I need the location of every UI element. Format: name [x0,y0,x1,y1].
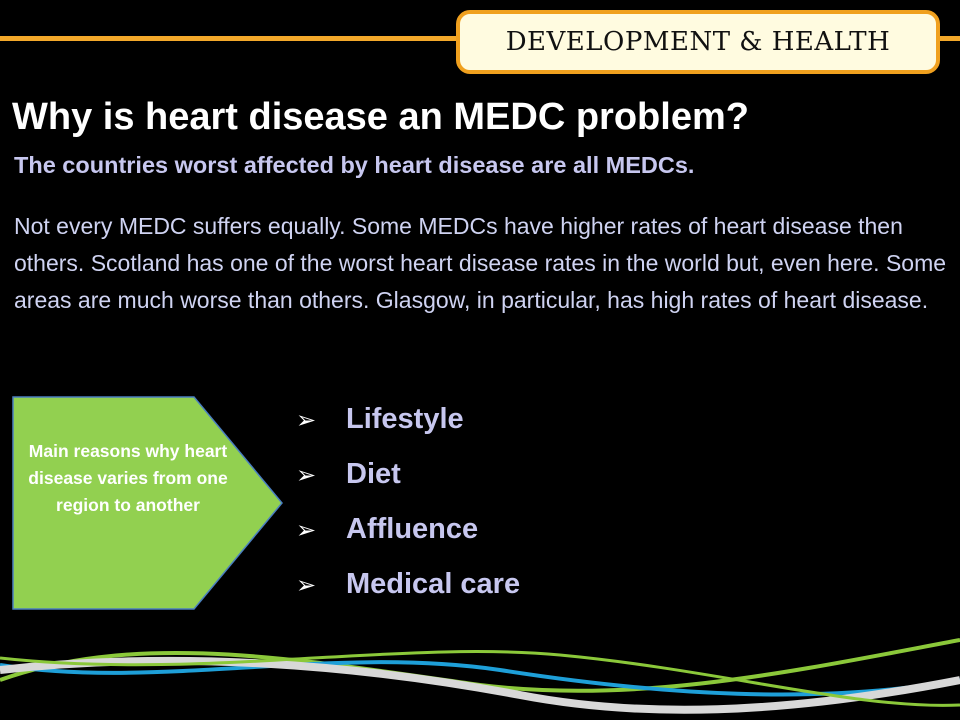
list-item: ➢ Medical care [296,557,520,612]
section-tag: DEVELOPMENT & HEALTH [456,10,940,74]
arrowhead-bullet-icon: ➢ [296,570,317,599]
slide-subtitle: The countries worst affected by heart di… [14,152,695,178]
list-item: ➢ Diet [296,447,520,502]
reason-label: Diet [346,458,401,490]
callout-label: Main reasons why heart disease varies fr… [28,441,228,515]
slide-body-text: Not every MEDC suffers equally. Some MED… [14,213,947,313]
callout-arrow-shape: Main reasons why heart disease varies fr… [12,396,284,610]
slide-title: Why is heart disease an MEDC problem? [12,96,749,138]
arrowhead-bullet-icon: ➢ [296,460,317,489]
arrowhead-bullet-icon: ➢ [296,515,317,544]
list-item: ➢ Lifestyle [296,392,520,447]
decorative-waves [0,638,960,714]
reason-label: Lifestyle [346,403,464,435]
reason-label: Medical care [346,568,521,600]
list-item: ➢ Affluence [296,502,520,557]
pentagon-arrow-icon [12,396,283,610]
section-tag-label: DEVELOPMENT & HEALTH [505,27,891,57]
reason-label: Affluence [346,513,479,545]
reasons-list: ➢ Lifestyle ➢ Diet ➢ Affluence ➢ Medical… [296,392,520,612]
arrowhead-bullet-icon: ➢ [296,405,317,434]
